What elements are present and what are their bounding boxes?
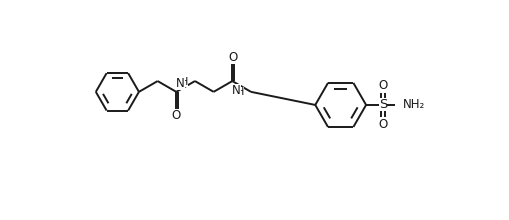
Text: H: H [180,77,188,87]
Text: O: O [378,79,387,92]
Text: N: N [176,77,184,90]
Text: H: H [236,87,244,97]
Text: N: N [232,84,240,97]
Text: S: S [378,98,386,112]
Text: O: O [228,51,237,64]
Text: O: O [378,118,387,131]
Text: NH₂: NH₂ [402,98,425,112]
Text: O: O [172,109,181,122]
